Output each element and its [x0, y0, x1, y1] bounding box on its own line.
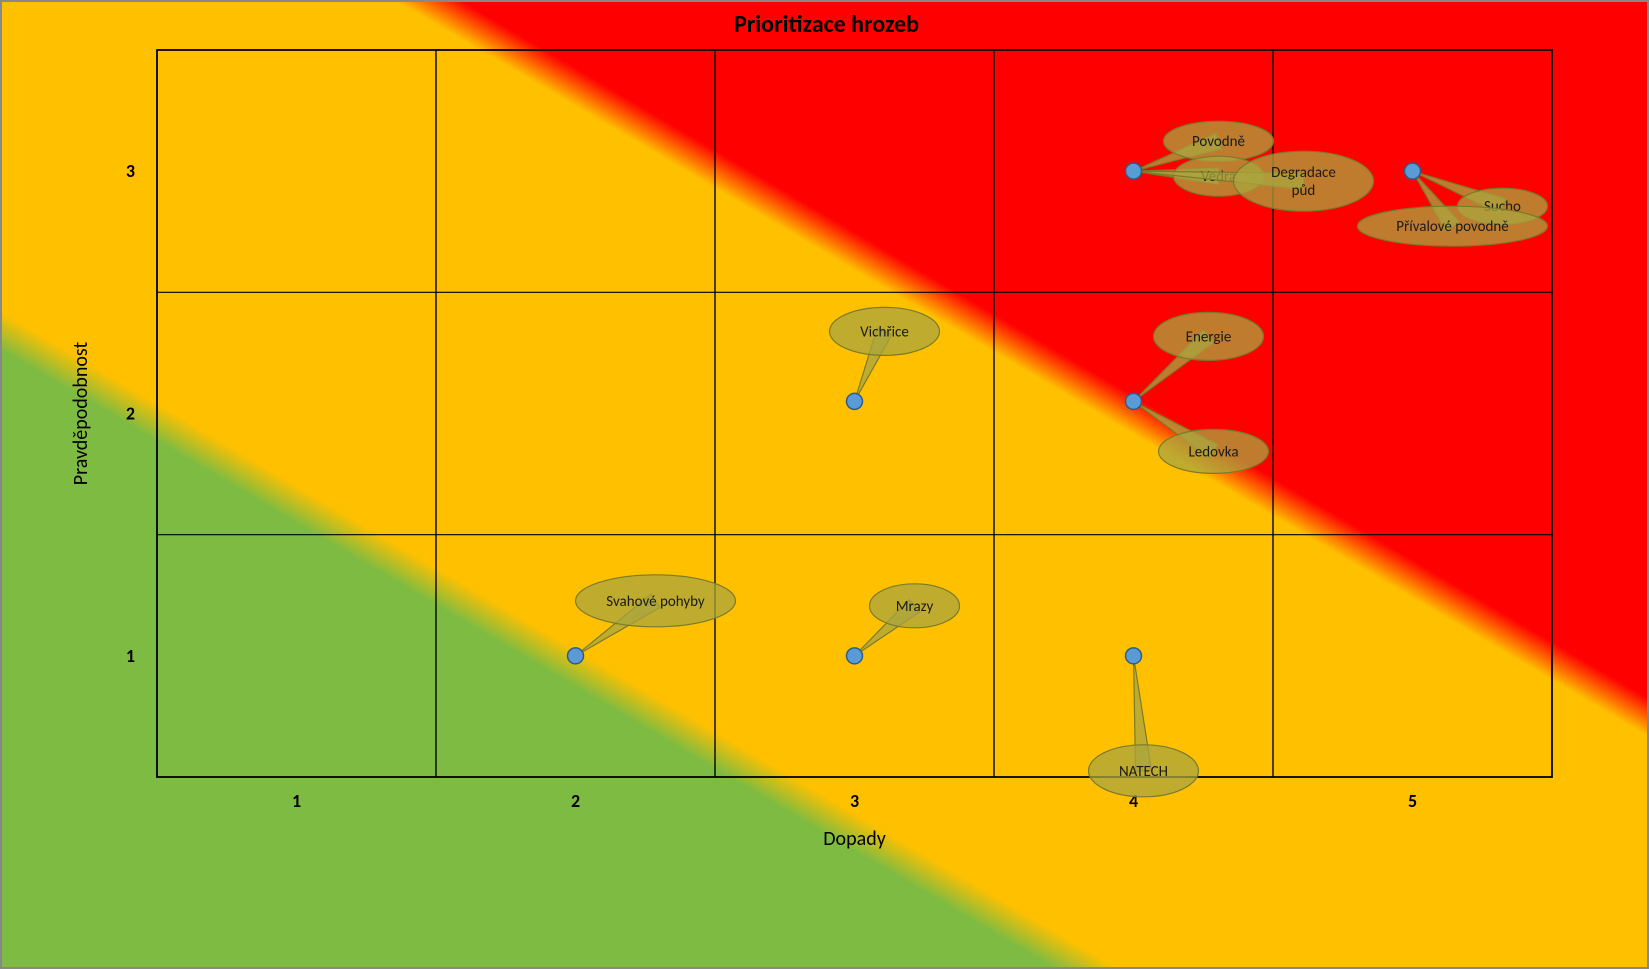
data-point [1126, 163, 1142, 179]
callout-label: Povodně [1192, 133, 1245, 151]
x-tick-label: 1 [292, 790, 301, 812]
callout-label: Degradace [1271, 164, 1336, 182]
data-point [1405, 163, 1421, 179]
callout-label: Ledovka [1188, 443, 1238, 461]
risk-matrix-chart: Prioritizace hrozeb12345123DopadyPravděp… [0, 0, 1649, 969]
callout-label: NATECH [1119, 763, 1168, 781]
y-tick-label: 3 [126, 160, 135, 182]
data-point [1126, 393, 1142, 409]
callout-label: půd [1292, 182, 1316, 200]
data-point [847, 648, 863, 664]
y-tick-label: 1 [126, 645, 135, 667]
data-point [568, 648, 584, 664]
x-tick-label: 3 [850, 790, 859, 812]
callout-label: Svahové pohyby [606, 593, 705, 611]
x-tick-label: 2 [571, 790, 580, 812]
y-tick-label: 2 [126, 403, 135, 425]
data-point [847, 393, 863, 409]
callout-label: Mrazy [896, 598, 934, 616]
chart-svg: Prioritizace hrozeb12345123DopadyPravděp… [2, 2, 1649, 969]
data-point [1126, 648, 1142, 664]
callout-label: Přívalové povodně [1396, 218, 1508, 236]
chart-title: Prioritizace hrozeb [734, 10, 919, 39]
x-tick-label: 5 [1408, 790, 1417, 812]
callout-label: Vichřice [860, 323, 909, 341]
y-axis-label: Pravděpodobnost [69, 342, 93, 486]
x-axis-label: Dopady [823, 827, 886, 851]
callout-label: Energie [1186, 328, 1232, 346]
